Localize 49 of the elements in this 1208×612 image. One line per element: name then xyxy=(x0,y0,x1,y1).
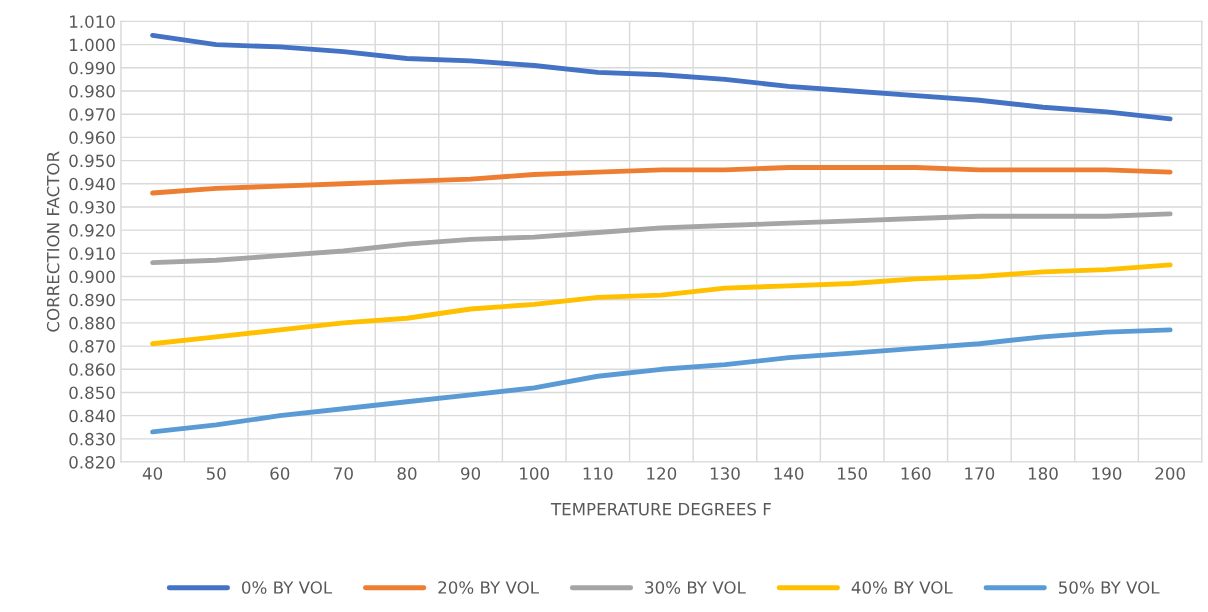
x-tick-label: 170 xyxy=(965,467,995,480)
y-tick-label: 0.910 xyxy=(69,247,115,260)
x-tick-label: 60 xyxy=(270,467,290,480)
x-tick-label: 150 xyxy=(838,467,867,480)
x-tick-label: 140 xyxy=(774,467,804,480)
legend-label: 30% BY VOL xyxy=(645,581,746,594)
y-tick-label: 0.940 xyxy=(69,177,115,191)
line-series xyxy=(150,32,1173,122)
y-tick-label: 0.970 xyxy=(69,108,115,121)
x-tick-label: 200 xyxy=(1155,467,1185,480)
x-tick-label: 50 xyxy=(206,467,226,480)
y-tick-label: 1.000 xyxy=(70,38,115,52)
line-series xyxy=(150,262,1173,347)
y-tick-label: 0.960 xyxy=(69,131,115,144)
y-tick-label: 0.820 xyxy=(69,456,115,469)
x-tick-label: 110 xyxy=(583,467,613,480)
y-tick-label: 0.980 xyxy=(69,84,115,98)
legend-label: 20% BY VOL xyxy=(438,581,539,594)
line-series xyxy=(150,165,1173,196)
y-tick-label: 0.990 xyxy=(69,61,115,75)
y-tick-label: 0.870 xyxy=(69,340,115,353)
line-series xyxy=(150,211,1173,266)
x-tick-label: 90 xyxy=(461,467,481,480)
y-tick-label: 0.860 xyxy=(69,363,115,376)
y-tick-label: 0.840 xyxy=(69,409,115,423)
x-tick-label: 130 xyxy=(710,467,740,480)
y-tick-label: 0.880 xyxy=(69,316,115,330)
legend-label: 0% BY VOL xyxy=(242,581,333,594)
y-tick-label: 0.900 xyxy=(69,270,115,284)
y-tick-label: 0.830 xyxy=(69,432,115,446)
y-tick-label: 0.850 xyxy=(69,386,115,400)
y-tick-label: 0.890 xyxy=(69,293,115,307)
x-tick-label: 120 xyxy=(647,467,677,480)
x-tick-label: 190 xyxy=(1092,467,1122,480)
legend-label: 40% BY VOL xyxy=(851,581,953,594)
x-tick-label: 40 xyxy=(142,467,163,480)
x-tick-label: 180 xyxy=(1028,467,1058,480)
y-tick-label: 0.950 xyxy=(69,154,115,168)
x-tick-label: 100 xyxy=(520,467,549,480)
y-tick-label: 1.010 xyxy=(70,15,115,28)
x-tick-label: 160 xyxy=(901,467,931,480)
y-tick-label: 0.920 xyxy=(69,224,115,237)
x-tick-label: 80 xyxy=(397,467,417,480)
x-axis-title: TEMPERATURE DEGREES F xyxy=(550,502,771,516)
y-tick-label: 0.930 xyxy=(69,200,115,214)
legend-label: 50% BY VOL xyxy=(1058,581,1160,594)
y-axis-title: CORRECTION FACTOR xyxy=(46,151,60,332)
line-series xyxy=(150,327,1173,435)
x-tick-label: 70 xyxy=(334,467,353,480)
